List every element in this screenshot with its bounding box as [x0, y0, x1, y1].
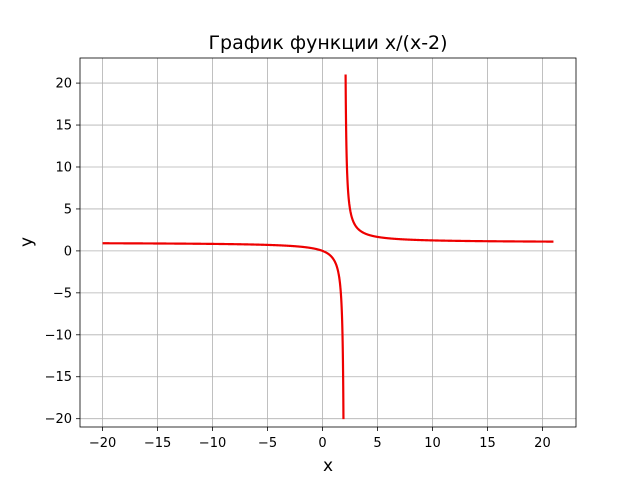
- x-axis-label: x: [323, 456, 333, 476]
- y-tick-label: 20: [55, 77, 72, 92]
- y-tick-label: −20: [45, 412, 72, 427]
- y-tick-label: 10: [55, 160, 72, 175]
- x-tick-label: 5: [373, 436, 381, 451]
- y-tick-label: 15: [55, 119, 72, 134]
- x-tick-label: 0: [318, 436, 326, 451]
- y-tick-label: −10: [45, 328, 72, 343]
- x-tick-label: 10: [424, 436, 441, 451]
- y-tick-label: −15: [45, 370, 72, 385]
- x-tick-label: 15: [479, 436, 496, 451]
- chart-title: График функции x/(x-2): [208, 32, 447, 54]
- grid: [80, 58, 576, 427]
- curve-group: [101, 73, 555, 421]
- y-tick-label: 5: [64, 202, 72, 217]
- x-tick-label: −20: [89, 436, 116, 451]
- curve-branch-1: [101, 242, 345, 421]
- curve-branch-2: [344, 73, 555, 243]
- y-tick-label: 0: [64, 244, 72, 259]
- x-axis-ticks: −20 −15 −10 −5 0 5 10 15 20: [89, 427, 551, 451]
- x-tick-label: −15: [144, 436, 171, 451]
- x-tick-label: −5: [258, 436, 277, 451]
- y-tick-label: −5: [53, 286, 72, 301]
- x-tick-label: −10: [199, 436, 226, 451]
- y-axis-label: y: [17, 237, 37, 247]
- x-tick-label: 20: [534, 436, 551, 451]
- plot-frame: [79, 57, 577, 428]
- y-axis-ticks: −20 −15 −10 −5 0 5 10 15 20: [45, 77, 80, 427]
